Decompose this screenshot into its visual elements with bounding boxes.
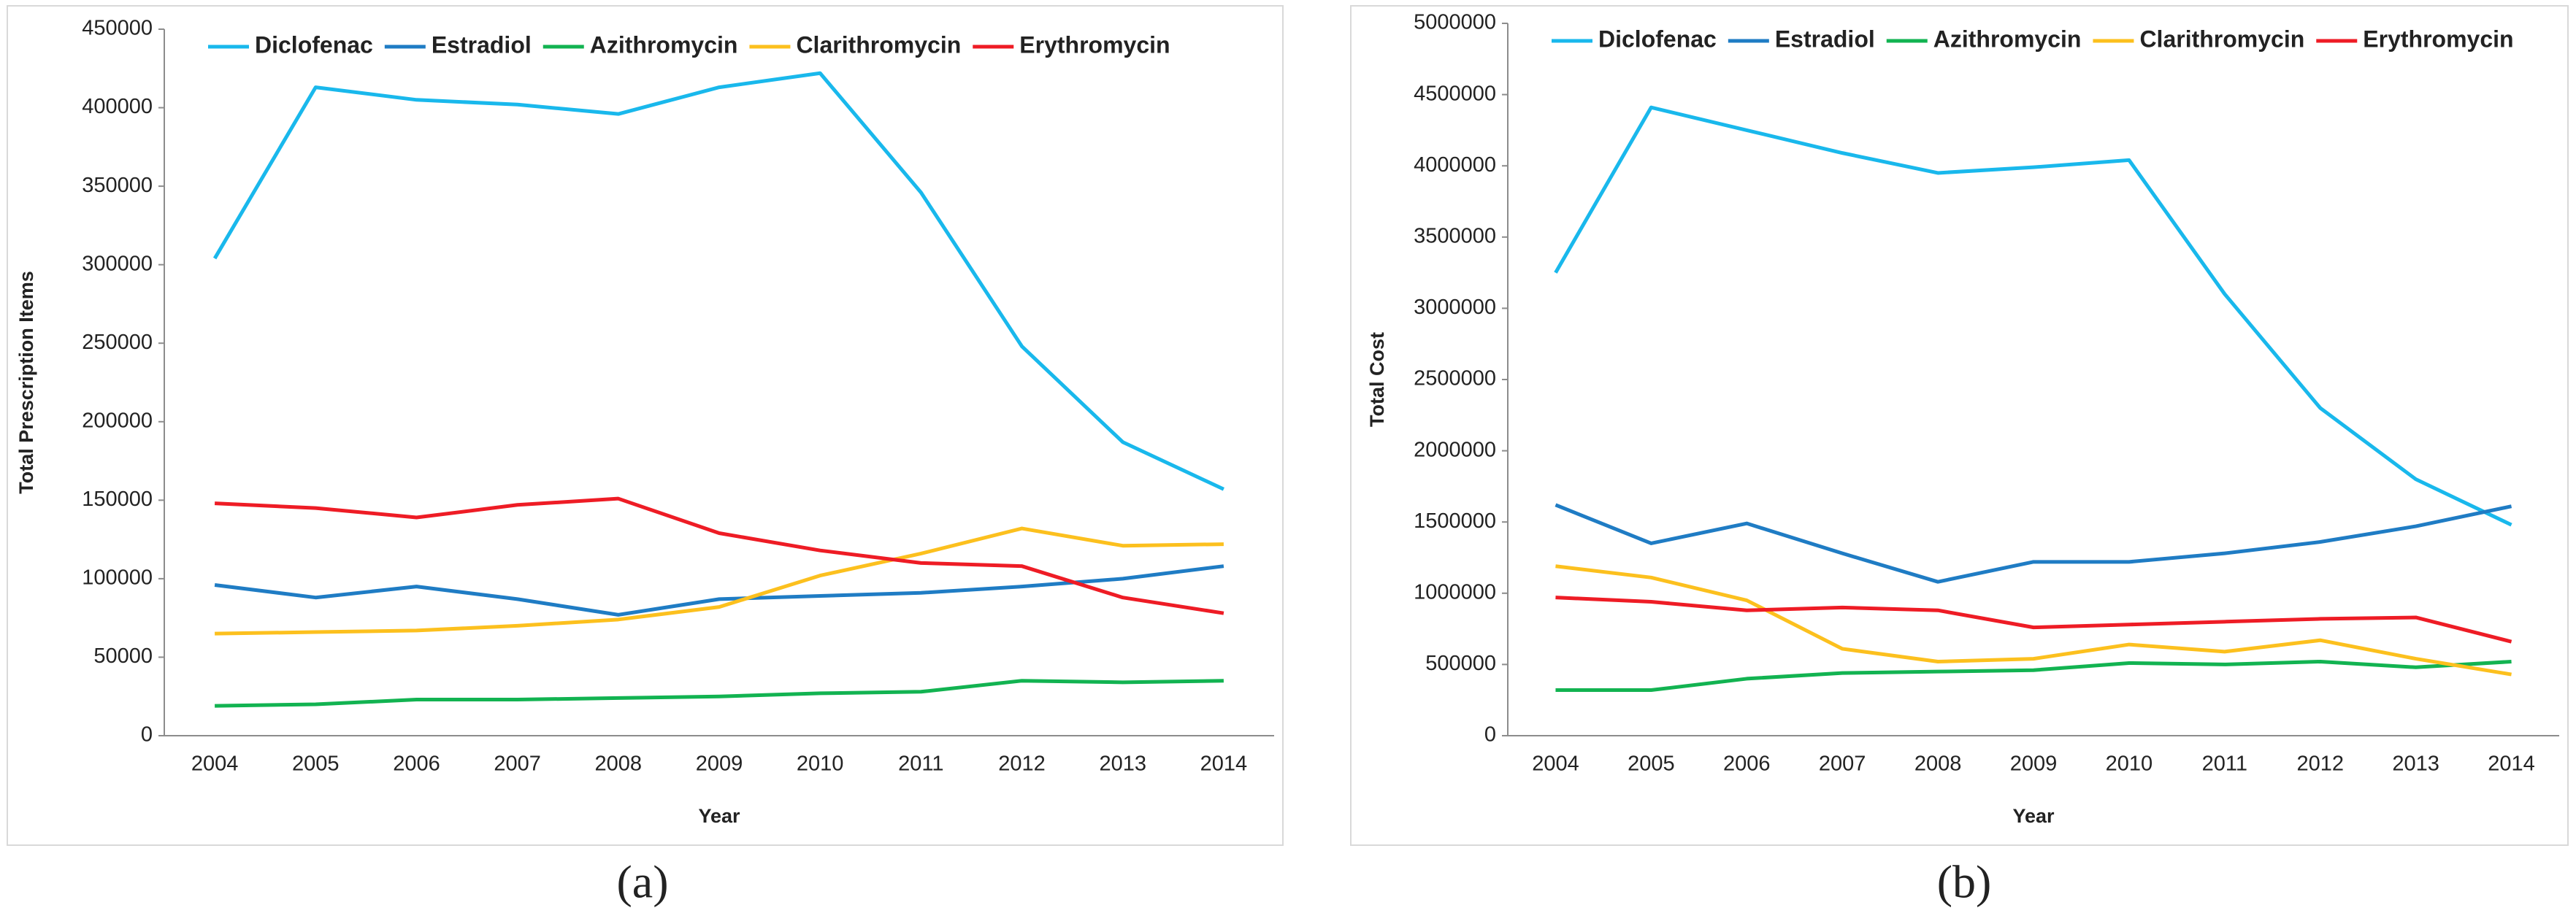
y-tick-label: 400000 — [82, 95, 153, 118]
x-tick-label: 2011 — [2202, 752, 2247, 776]
frame — [7, 5, 1284, 846]
series-line — [215, 526, 1224, 636]
y-tick-label: 450000 — [82, 17, 153, 40]
y-tick-label: 1000000 — [1414, 580, 1496, 604]
x-tick-label: 2006 — [1723, 752, 1771, 776]
series-line — [212, 71, 1224, 491]
y-tick-label: 3000000 — [1414, 296, 1496, 319]
x-tick-label: 2010 — [797, 752, 844, 776]
y-tick-label: 150000 — [82, 488, 153, 511]
x-tick-label: 2011 — [898, 752, 943, 776]
x-tick-label: 2012 — [2296, 752, 2344, 776]
chart: 0 500000 1000000 1500000 2000000 2500000 30000… — [1350, 5, 2569, 908]
caption: (b) — [1937, 856, 1992, 908]
x-tick-label: 2007 — [494, 752, 541, 776]
caption: (a) — [616, 856, 668, 908]
legend-label: Diclofenac — [1598, 26, 1717, 52]
legend-label: Estradiol — [1775, 26, 1875, 52]
x-tick-label: 2012 — [998, 752, 1046, 776]
series-line — [215, 679, 1224, 708]
x-tick-label: 2005 — [1628, 752, 1675, 776]
legend-label: Azithromycin — [1933, 26, 2082, 52]
series-line — [1555, 596, 2512, 644]
y-tick-label: 0 — [141, 723, 153, 747]
x-tick-label: 2010 — [2106, 752, 2153, 776]
x-tick-label: 2006 — [393, 752, 440, 776]
series-line — [214, 564, 1224, 617]
y-axis-label: Total Cost — [1366, 332, 1388, 427]
legend-label: Clarithromycin — [796, 31, 961, 58]
x-axis-label: Year — [698, 805, 740, 827]
chart: 0 50000 100000 150000 200000 250000 300000 3500… — [7, 5, 1284, 908]
y-tick-label: 4000000 — [1414, 153, 1496, 177]
x-tick-label: 2014 — [1200, 752, 1248, 776]
series-line — [1555, 659, 2512, 693]
legend-label: Clarithromycin — [2139, 26, 2304, 52]
x-tick-label: 2013 — [2392, 752, 2439, 776]
series-line — [1555, 564, 2512, 677]
series-line — [214, 496, 1224, 615]
y-tick-label: 50000 — [93, 644, 153, 668]
x-tick-label: 2009 — [2010, 752, 2058, 776]
x-tick-label: 2008 — [1914, 752, 1962, 776]
x-tick-label: 2013 — [1099, 752, 1146, 776]
legend-label: Erythromycin — [2363, 26, 2513, 52]
y-tick-label: 5000000 — [1414, 11, 1496, 34]
x-tick-label: 2004 — [191, 752, 239, 776]
y-tick-label: 500000 — [1425, 652, 1496, 675]
y-tick-label: 2500000 — [1414, 367, 1496, 390]
y-tick-label: 4500000 — [1414, 82, 1496, 105]
legend-label: Erythromycin — [1019, 31, 1170, 58]
y-tick-label: 2000000 — [1414, 438, 1496, 461]
frame — [1350, 5, 2569, 846]
x-tick-label: 2014 — [2488, 752, 2535, 776]
legend-label: Azithromycin — [590, 31, 738, 58]
y-tick-label: 200000 — [82, 409, 153, 432]
x-tick-label: 2004 — [1532, 752, 1579, 776]
y-tick-label: 0 — [1484, 723, 1496, 747]
x-tick-label: 2009 — [696, 752, 743, 776]
y-tick-label: 100000 — [82, 566, 153, 590]
x-tick-label: 2008 — [595, 752, 643, 776]
x-axis-label: Year — [2012, 805, 2055, 827]
legend-label: Diclofenac — [255, 31, 373, 58]
x-tick-label: 2005 — [292, 752, 340, 776]
y-tick-label: 1500000 — [1414, 509, 1496, 533]
legend-label: Estradiol — [432, 31, 532, 58]
y-tick-label: 250000 — [82, 331, 153, 354]
y-tick-label: 3500000 — [1414, 224, 1496, 247]
series-line — [1554, 105, 2512, 527]
y-tick-label: 300000 — [82, 252, 153, 275]
y-tick-label: 350000 — [82, 174, 153, 197]
series-line — [1555, 503, 2512, 584]
x-tick-label: 2007 — [1819, 752, 1866, 776]
y-axis-label: Total Prescription Items — [15, 271, 37, 494]
